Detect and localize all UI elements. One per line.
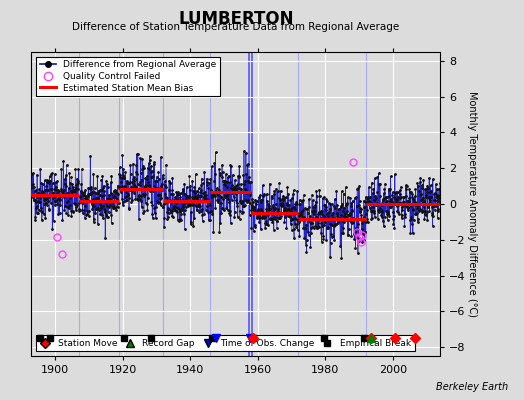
Y-axis label: Monthly Temperature Anomaly Difference (°C): Monthly Temperature Anomaly Difference (… — [467, 91, 477, 317]
Text: Berkeley Earth: Berkeley Earth — [436, 382, 508, 392]
Legend: Station Move, Record Gap, Time of Obs. Change, Empirical Break: Station Move, Record Gap, Time of Obs. C… — [36, 335, 414, 352]
Text: Difference of Station Temperature Data from Regional Average: Difference of Station Temperature Data f… — [72, 22, 399, 32]
Text: LUMBERTON: LUMBERTON — [178, 10, 293, 28]
